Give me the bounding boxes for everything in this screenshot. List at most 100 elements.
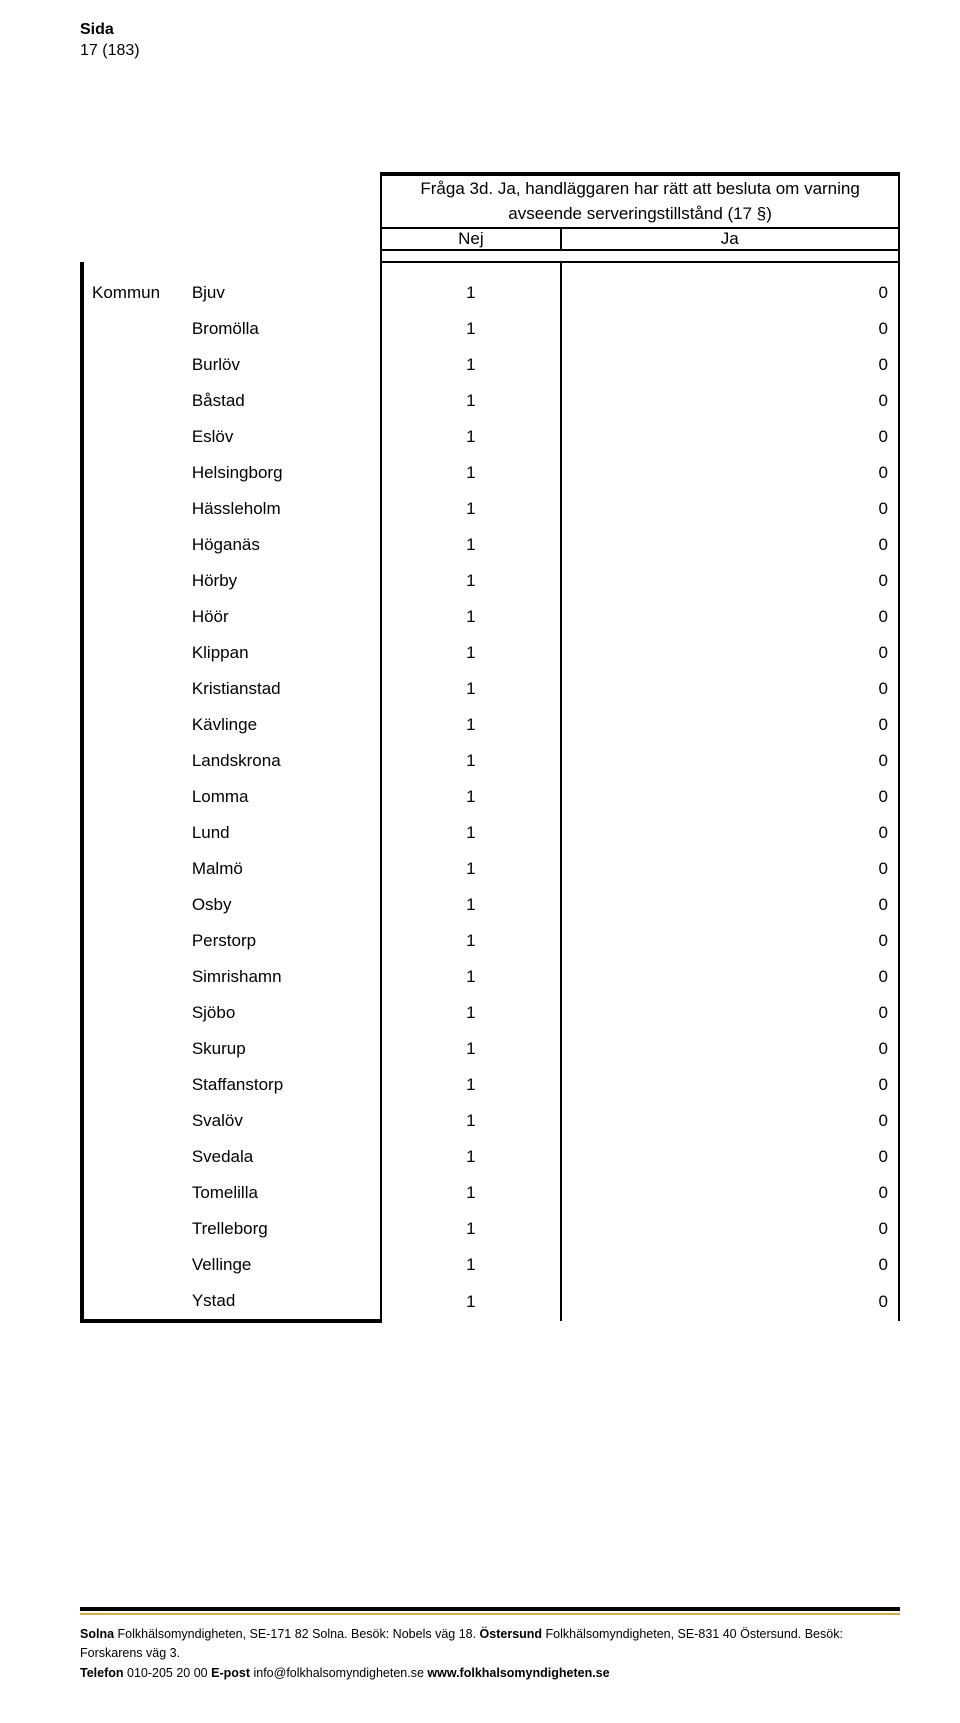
kommun-label-cell <box>82 419 192 455</box>
kommun-name: Svedala <box>192 1139 381 1175</box>
footer-ostersund-label: Östersund <box>480 1627 543 1641</box>
table-row: Burlöv10 <box>82 347 899 383</box>
ja-value: 0 <box>561 347 900 383</box>
table-row: Ystad10 <box>82 1283 899 1321</box>
ja-value: 0 <box>561 491 900 527</box>
kommun-name: Tomelilla <box>192 1175 381 1211</box>
table-row: Kävlinge10 <box>82 707 899 743</box>
question-row: Fråga 3d. Ja, handläggaren har rätt att … <box>82 174 899 228</box>
nej-value: 1 <box>381 779 560 815</box>
kommun-name: Helsingborg <box>192 455 381 491</box>
table-row: Svedala10 <box>82 1139 899 1175</box>
nej-value: 1 <box>381 1139 560 1175</box>
kommun-name: Svalöv <box>192 1103 381 1139</box>
ja-value: 0 <box>561 779 900 815</box>
kommun-label-cell <box>82 1247 192 1283</box>
separator-cell <box>381 250 899 262</box>
nej-value: 1 <box>381 923 560 959</box>
nej-value: 1 <box>381 1175 560 1211</box>
kommun-name: Bjuv <box>192 275 381 311</box>
ja-value: 0 <box>561 419 900 455</box>
nej-value: 1 <box>381 815 560 851</box>
footer-line-2: Telefon 010-205 20 00 E-post info@folkha… <box>80 1664 900 1683</box>
ja-value: 0 <box>561 311 900 347</box>
nej-value: 1 <box>381 311 560 347</box>
nej-value: 1 <box>381 635 560 671</box>
table-row: Klippan10 <box>82 635 899 671</box>
ja-value: 0 <box>561 923 900 959</box>
kommun-name: Osby <box>192 887 381 923</box>
table-row: Staffanstorp10 <box>82 1067 899 1103</box>
nej-value: 1 <box>381 1247 560 1283</box>
table-row: Skurup10 <box>82 1031 899 1067</box>
kommun-label-cell <box>82 779 192 815</box>
ja-value: 0 <box>561 527 900 563</box>
table-row: Perstorp10 <box>82 923 899 959</box>
table-row: Lund10 <box>82 815 899 851</box>
footer-telefon-label: Telefon <box>80 1666 124 1680</box>
nej-value: 1 <box>381 851 560 887</box>
nej-value: 1 <box>381 563 560 599</box>
footer: Solna Folkhälsomyndigheten, SE-171 82 So… <box>80 1607 900 1683</box>
kommun-label-cell <box>82 635 192 671</box>
nej-value: 1 <box>381 1067 560 1103</box>
table-row: Hässleholm10 <box>82 491 899 527</box>
table-row: Vellinge10 <box>82 1247 899 1283</box>
table-row: Landskrona10 <box>82 743 899 779</box>
kommun-name: Båstad <box>192 383 381 419</box>
kommun-label-cell <box>82 995 192 1031</box>
nej-value: 1 <box>381 383 560 419</box>
table-row: Simrishamn10 <box>82 959 899 995</box>
kommun-label-cell <box>82 1283 192 1321</box>
ja-value: 0 <box>561 959 900 995</box>
table-row: Svalöv10 <box>82 1103 899 1139</box>
ja-value: 0 <box>561 815 900 851</box>
footer-www: www.folkhalsomyndigheten.se <box>427 1666 609 1680</box>
question-cell: Fråga 3d. Ja, handläggaren har rätt att … <box>381 174 899 228</box>
nej-value: 1 <box>381 1211 560 1247</box>
kommun-label-cell: Kommun <box>82 275 192 311</box>
kommun-name: Höganäs <box>192 527 381 563</box>
nej-value: 1 <box>381 455 560 491</box>
kommun-name: Skurup <box>192 1031 381 1067</box>
footer-solna-label: Solna <box>80 1627 114 1641</box>
ja-value: 0 <box>561 1247 900 1283</box>
kommun-label-cell <box>82 1175 192 1211</box>
kommun-name: Kävlinge <box>192 707 381 743</box>
kommun-name: Vellinge <box>192 1247 381 1283</box>
kommun-name: Malmö <box>192 851 381 887</box>
ja-value: 0 <box>561 455 900 491</box>
kommun-name: Hörby <box>192 563 381 599</box>
footer-epost-text: info@folkhalsomyndigheten.se <box>250 1666 427 1680</box>
ja-header: Ja <box>561 228 900 250</box>
kommun-name: Höör <box>192 599 381 635</box>
kommun-label-cell <box>82 671 192 707</box>
table-row: Sjöbo10 <box>82 995 899 1031</box>
footer-epost-label: E-post <box>211 1666 250 1680</box>
question-line2: avseende serveringstillstånd (17 §) <box>508 204 772 223</box>
kommun-label-cell <box>82 1103 192 1139</box>
table-row: Eslöv10 <box>82 419 899 455</box>
ja-value: 0 <box>561 1031 900 1067</box>
ja-value: 0 <box>561 383 900 419</box>
kommun-name: Kristianstad <box>192 671 381 707</box>
nej-value: 1 <box>381 995 560 1031</box>
table-row: Bromölla10 <box>82 311 899 347</box>
kommun-label-cell <box>82 887 192 923</box>
table-row: Malmö10 <box>82 851 899 887</box>
kommun-name: Lund <box>192 815 381 851</box>
kommun-name: Burlöv <box>192 347 381 383</box>
table-row: KommunBjuv10 <box>82 275 899 311</box>
table-row: Höör10 <box>82 599 899 635</box>
nej-value: 1 <box>381 1031 560 1067</box>
table-row: Lomma10 <box>82 779 899 815</box>
kommun-label-cell <box>82 1067 192 1103</box>
table-row: Trelleborg10 <box>82 1211 899 1247</box>
gap-row <box>82 262 899 275</box>
ja-value: 0 <box>561 707 900 743</box>
ja-value: 0 <box>561 1067 900 1103</box>
table-row: Hörby10 <box>82 563 899 599</box>
kommun-label-cell <box>82 563 192 599</box>
ja-value: 0 <box>561 1175 900 1211</box>
kommun-name: Sjöbo <box>192 995 381 1031</box>
